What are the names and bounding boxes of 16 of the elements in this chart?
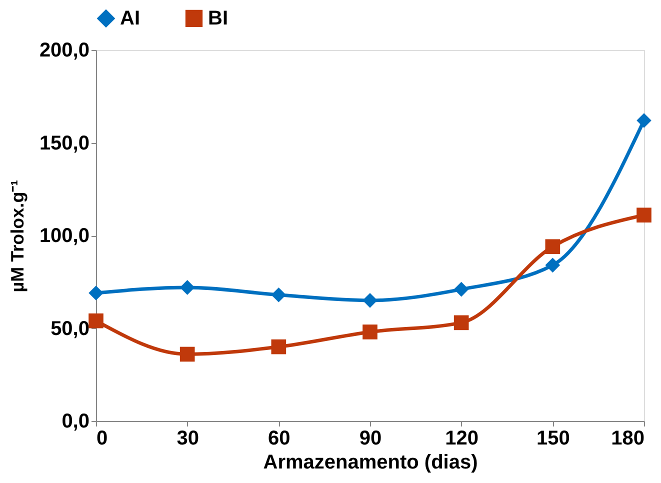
x-tick-label: 60 — [268, 428, 290, 450]
y-axis-title: µM Trolox.g⁻¹ — [7, 180, 28, 292]
y-tick-label: 100,0 — [39, 225, 90, 247]
y-tick-label: 150,0 — [39, 132, 90, 154]
x-tick-label: 90 — [359, 428, 382, 450]
y-tick-label: 200,0 — [39, 40, 90, 62]
y-tick-label: 50,0 — [50, 318, 90, 340]
x-tick-label: 120 — [445, 428, 479, 450]
y-tick-label: 0,0 — [62, 410, 90, 432]
legend-label: AI — [120, 7, 140, 30]
x-tick-label: 0 — [96, 428, 108, 450]
x-tick-label: 150 — [536, 428, 570, 450]
x-tick-label: 30 — [176, 428, 199, 450]
legend-label: BI — [208, 7, 228, 30]
x-axis-title: Armazenamento (dias) — [263, 452, 478, 474]
x-tick-label: 180 — [611, 428, 644, 450]
